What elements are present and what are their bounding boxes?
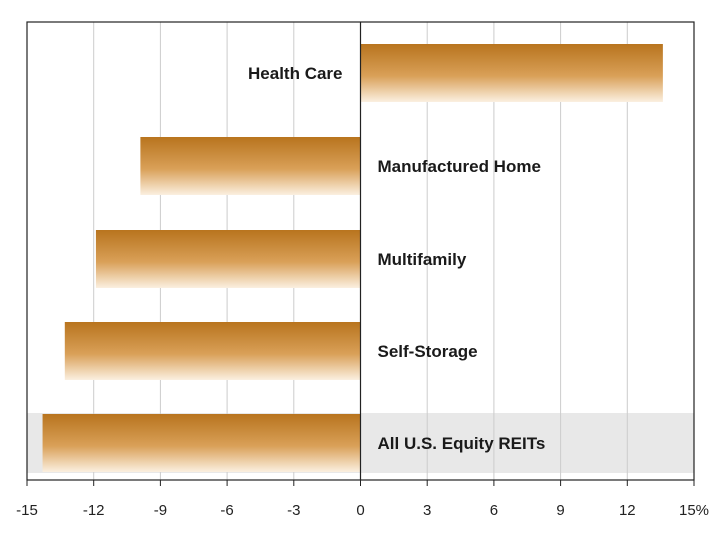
bar-manufactured-home (140, 137, 361, 195)
x-tick-label-6: 6 (490, 502, 498, 519)
x-tick-label-9: 9 (556, 502, 564, 519)
x-tick-label-12: -12 (83, 502, 105, 519)
category-label-self-storage: Self-Storage (378, 342, 478, 361)
x-tick-label-6: -6 (220, 502, 233, 519)
category-label-all-u-s-equity-reits: All U.S. Equity REITs (378, 434, 546, 453)
bar-all-u-s-equity-reits (42, 414, 361, 472)
category-label-multifamily: Multifamily (378, 250, 467, 269)
x-tick-label-15: -15 (16, 502, 38, 519)
x-tick-label-12: 12 (619, 502, 636, 519)
bar-health-care (360, 44, 663, 102)
x-tick-label-0: 0 (356, 502, 364, 519)
category-label-manufactured-home: Manufactured Home (378, 157, 541, 176)
bar-multifamily (95, 230, 361, 288)
x-tick-label-15: 15% (679, 502, 709, 519)
category-label-health-care: Health Care (248, 64, 342, 83)
x-tick-label-3: -3 (287, 502, 300, 519)
x-tick-label-3: 3 (423, 502, 431, 519)
bar-self-storage (64, 322, 361, 380)
x-tick-label-9: -9 (154, 502, 167, 519)
